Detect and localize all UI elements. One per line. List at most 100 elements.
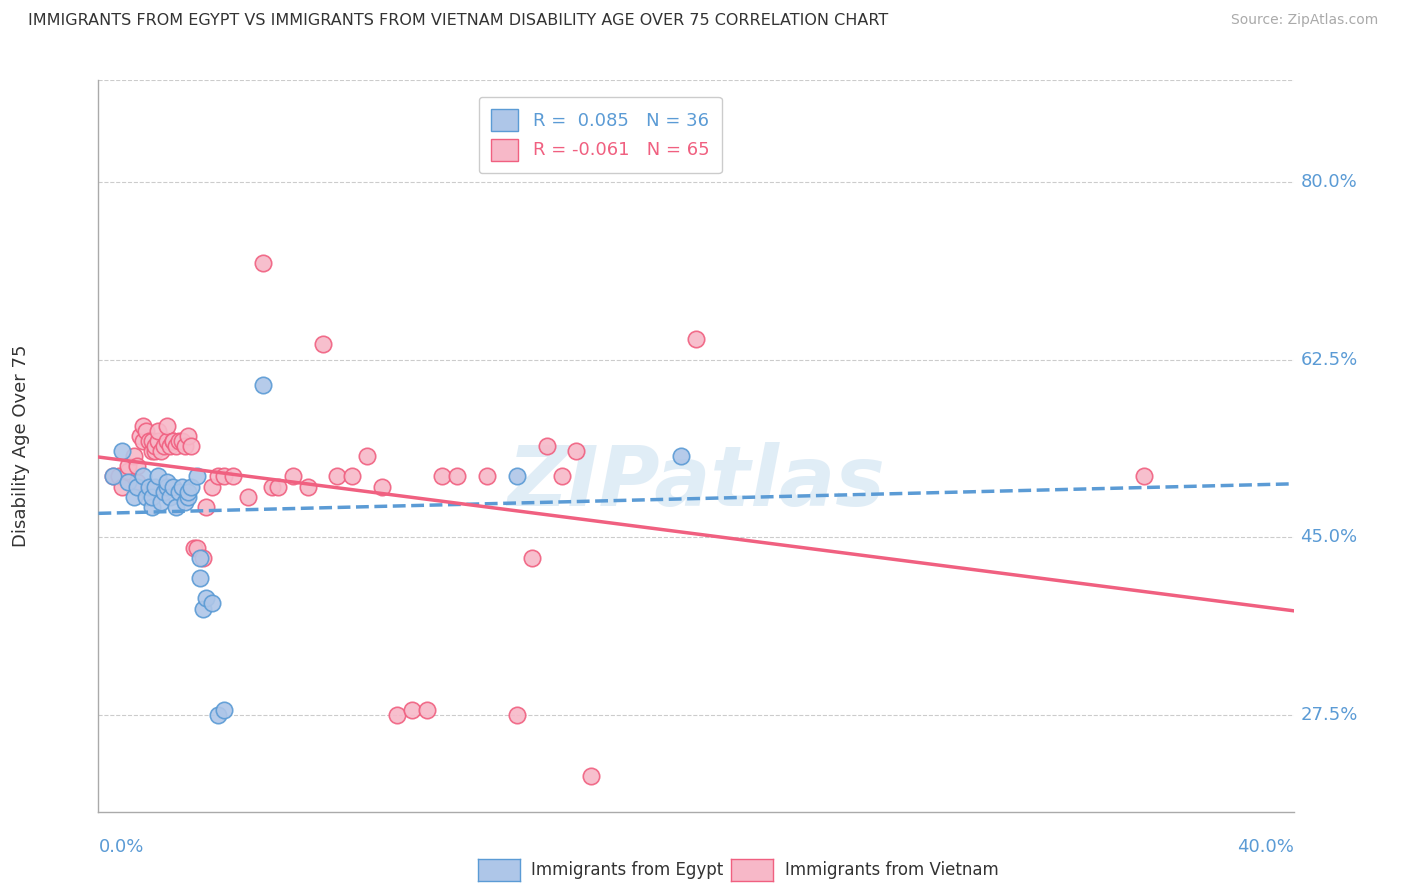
Point xyxy=(212,703,235,717)
Text: 40.0%: 40.0% xyxy=(1237,838,1294,856)
Point xyxy=(565,444,588,458)
Point xyxy=(143,439,166,453)
Point xyxy=(162,434,184,448)
Point xyxy=(141,500,163,514)
Point xyxy=(153,439,176,453)
Point xyxy=(207,469,229,483)
Point xyxy=(177,429,200,443)
Point xyxy=(342,469,364,483)
Point xyxy=(186,469,208,483)
Point xyxy=(297,480,319,494)
Text: ZIPatlas: ZIPatlas xyxy=(508,442,884,523)
Point xyxy=(156,434,179,448)
Point xyxy=(167,434,190,448)
Point xyxy=(430,469,453,483)
Point xyxy=(141,444,163,458)
Point xyxy=(135,424,157,438)
Point xyxy=(159,439,181,453)
Text: 27.5%: 27.5% xyxy=(1301,706,1358,724)
Point xyxy=(127,459,149,474)
Point xyxy=(143,444,166,458)
Point xyxy=(117,475,139,489)
Point xyxy=(191,601,214,615)
Point xyxy=(174,495,197,509)
Point xyxy=(111,444,134,458)
Point xyxy=(172,434,194,448)
Point xyxy=(536,439,558,453)
Legend: R =  0.085   N = 36, R = -0.061   N = 65: R = 0.085 N = 36, R = -0.061 N = 65 xyxy=(478,96,723,173)
Point xyxy=(132,469,155,483)
Point xyxy=(252,378,274,392)
Point xyxy=(267,480,290,494)
Point xyxy=(685,332,707,346)
Text: IMMIGRANTS FROM EGYPT VS IMMIGRANTS FROM VIETNAM DISABILITY AGE OVER 75 CORRELAT: IMMIGRANTS FROM EGYPT VS IMMIGRANTS FROM… xyxy=(28,13,889,29)
Point xyxy=(148,469,170,483)
Point xyxy=(475,469,498,483)
Point xyxy=(108,469,131,483)
Point xyxy=(124,449,146,463)
Point xyxy=(201,480,224,494)
Text: 80.0%: 80.0% xyxy=(1301,173,1357,191)
Point xyxy=(183,541,205,555)
Point xyxy=(124,490,146,504)
Point xyxy=(174,439,197,453)
Point xyxy=(326,469,349,483)
Point xyxy=(156,475,179,489)
Text: Immigrants from Egypt: Immigrants from Egypt xyxy=(531,861,724,880)
Point xyxy=(371,480,394,494)
Point xyxy=(416,703,439,717)
Point xyxy=(581,769,603,783)
Point xyxy=(141,434,163,448)
Point xyxy=(191,550,214,565)
Point xyxy=(669,449,692,463)
Point xyxy=(132,418,155,433)
Point xyxy=(252,256,274,270)
Text: Immigrants from Vietnam: Immigrants from Vietnam xyxy=(785,861,998,880)
Point xyxy=(162,434,184,448)
Point xyxy=(385,708,409,723)
Point xyxy=(165,500,187,514)
Point xyxy=(148,434,170,448)
Point xyxy=(177,490,200,504)
Point xyxy=(180,480,202,494)
Point xyxy=(165,439,187,453)
Point xyxy=(153,484,176,499)
Point xyxy=(103,469,125,483)
Point xyxy=(550,469,572,483)
Point xyxy=(127,475,149,489)
Text: Disability Age Over 75: Disability Age Over 75 xyxy=(13,344,30,548)
Point xyxy=(207,708,229,723)
Point xyxy=(401,703,423,717)
Point xyxy=(135,490,157,504)
Text: 62.5%: 62.5% xyxy=(1301,351,1358,368)
Point xyxy=(127,480,149,494)
Point xyxy=(212,469,235,483)
Point xyxy=(143,480,166,494)
Point xyxy=(129,429,152,443)
Point xyxy=(311,337,333,351)
Point xyxy=(138,480,160,494)
Point xyxy=(159,490,181,504)
Point xyxy=(138,434,160,448)
Point xyxy=(132,434,155,448)
Point xyxy=(506,469,529,483)
Point xyxy=(201,597,224,611)
Point xyxy=(177,484,200,499)
Point xyxy=(156,480,179,494)
Point xyxy=(150,495,173,509)
Point xyxy=(1133,469,1156,483)
Point xyxy=(446,469,468,483)
Point xyxy=(260,480,283,494)
Point xyxy=(172,480,194,494)
Point xyxy=(111,480,134,494)
Point xyxy=(117,464,139,478)
Point xyxy=(520,550,543,565)
Point xyxy=(194,500,218,514)
Point xyxy=(188,550,211,565)
Point xyxy=(236,490,259,504)
Point xyxy=(281,469,304,483)
Point xyxy=(117,459,139,474)
Point xyxy=(141,490,163,504)
Point xyxy=(162,480,184,494)
Point xyxy=(103,469,125,483)
